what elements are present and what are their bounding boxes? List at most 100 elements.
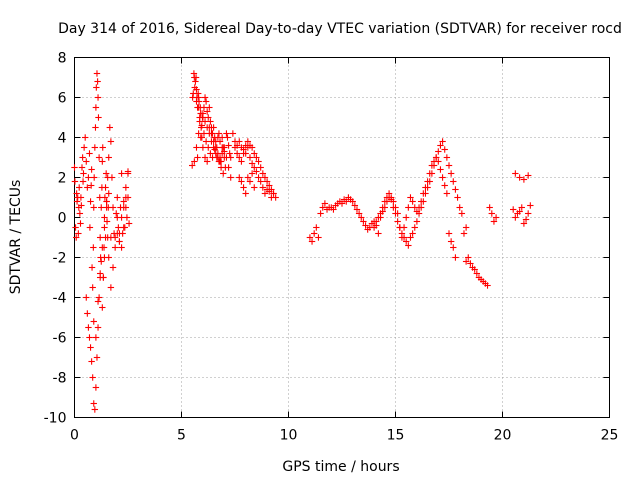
data-point	[202, 138, 210, 145]
data-point	[199, 144, 207, 151]
data-point	[191, 158, 198, 165]
data-point	[105, 154, 112, 161]
data-point	[462, 224, 470, 231]
data-point	[212, 150, 219, 157]
data-point	[103, 204, 110, 211]
data-point	[99, 304, 106, 311]
data-point	[236, 154, 243, 161]
data-point	[111, 244, 119, 251]
data-point	[240, 150, 247, 157]
data-point	[86, 334, 93, 341]
data-point	[90, 174, 98, 181]
data-point	[86, 150, 93, 157]
data-point	[198, 122, 206, 129]
grid-lines	[74, 57, 610, 418]
data-point	[246, 154, 254, 161]
data-point	[192, 78, 199, 85]
data-point	[490, 218, 498, 225]
data-point	[197, 110, 204, 117]
data-point	[244, 138, 252, 145]
data-point	[473, 270, 481, 277]
data-point	[92, 124, 99, 131]
data-point	[115, 224, 122, 231]
data-point	[215, 130, 223, 137]
data-point	[89, 374, 96, 381]
data-point	[200, 104, 208, 111]
data-point	[259, 170, 267, 177]
data-point	[221, 148, 228, 155]
data-point	[255, 174, 262, 181]
data-point	[109, 264, 117, 271]
data-point	[94, 78, 101, 85]
data-point	[94, 94, 102, 101]
data-point	[203, 108, 211, 115]
data-point	[218, 144, 226, 151]
data-point	[445, 162, 453, 169]
data-point	[225, 164, 232, 171]
y-axis-label: SDTVAR / TECUs	[8, 180, 24, 295]
data-point	[124, 168, 132, 175]
data-point	[95, 154, 103, 161]
data-point	[375, 214, 382, 221]
data-point	[86, 224, 94, 231]
data-point	[349, 198, 356, 205]
data-point	[360, 218, 367, 225]
data-point	[355, 210, 363, 217]
data-point	[445, 230, 453, 237]
data-point	[223, 154, 230, 161]
data-point	[107, 138, 115, 145]
y-tick-label: -4	[53, 291, 67, 307]
data-point	[516, 208, 523, 215]
data-point	[122, 184, 130, 191]
data-point	[375, 230, 382, 237]
data-point	[236, 174, 243, 181]
data-point	[100, 274, 107, 281]
data-point	[201, 118, 209, 125]
y-tick-label: -10	[44, 411, 67, 427]
data-point	[123, 214, 131, 221]
x-tick-label: 0	[70, 428, 79, 444]
data-point	[102, 170, 110, 177]
data-point	[92, 104, 100, 111]
data-point	[439, 138, 446, 145]
data-point	[218, 134, 226, 141]
data-point	[310, 230, 318, 237]
data-point	[400, 224, 408, 231]
data-point	[520, 220, 528, 227]
data-point	[379, 204, 386, 211]
data-point	[450, 178, 457, 185]
data-point	[227, 174, 234, 181]
data-point	[193, 98, 200, 105]
data-point	[217, 164, 225, 171]
data-point	[206, 130, 213, 137]
data-point	[270, 190, 277, 197]
data-point	[246, 178, 254, 185]
data-point	[233, 150, 241, 157]
data-point	[486, 204, 493, 211]
y-tick-label: 6	[58, 91, 67, 107]
data-point	[238, 158, 245, 165]
data-point	[385, 190, 393, 197]
data-point	[90, 400, 97, 407]
data-point	[441, 182, 448, 189]
data-point	[259, 184, 267, 191]
data-point	[98, 204, 105, 211]
data-point	[203, 158, 211, 165]
data-point	[373, 218, 380, 225]
data-point	[268, 194, 275, 201]
data-point	[403, 238, 410, 245]
y-tick-label: 4	[58, 131, 67, 147]
data-point	[266, 182, 273, 189]
data-point	[109, 204, 117, 211]
data-point	[420, 190, 427, 197]
data-point	[99, 144, 106, 151]
data-point	[411, 224, 418, 231]
data-point	[488, 210, 495, 217]
data-point	[456, 204, 463, 211]
data-point	[409, 198, 416, 205]
data-point	[205, 144, 212, 151]
data-point	[407, 194, 414, 201]
x-tick-label: 10	[280, 428, 298, 444]
data-point	[99, 244, 106, 251]
data-point	[524, 210, 532, 217]
